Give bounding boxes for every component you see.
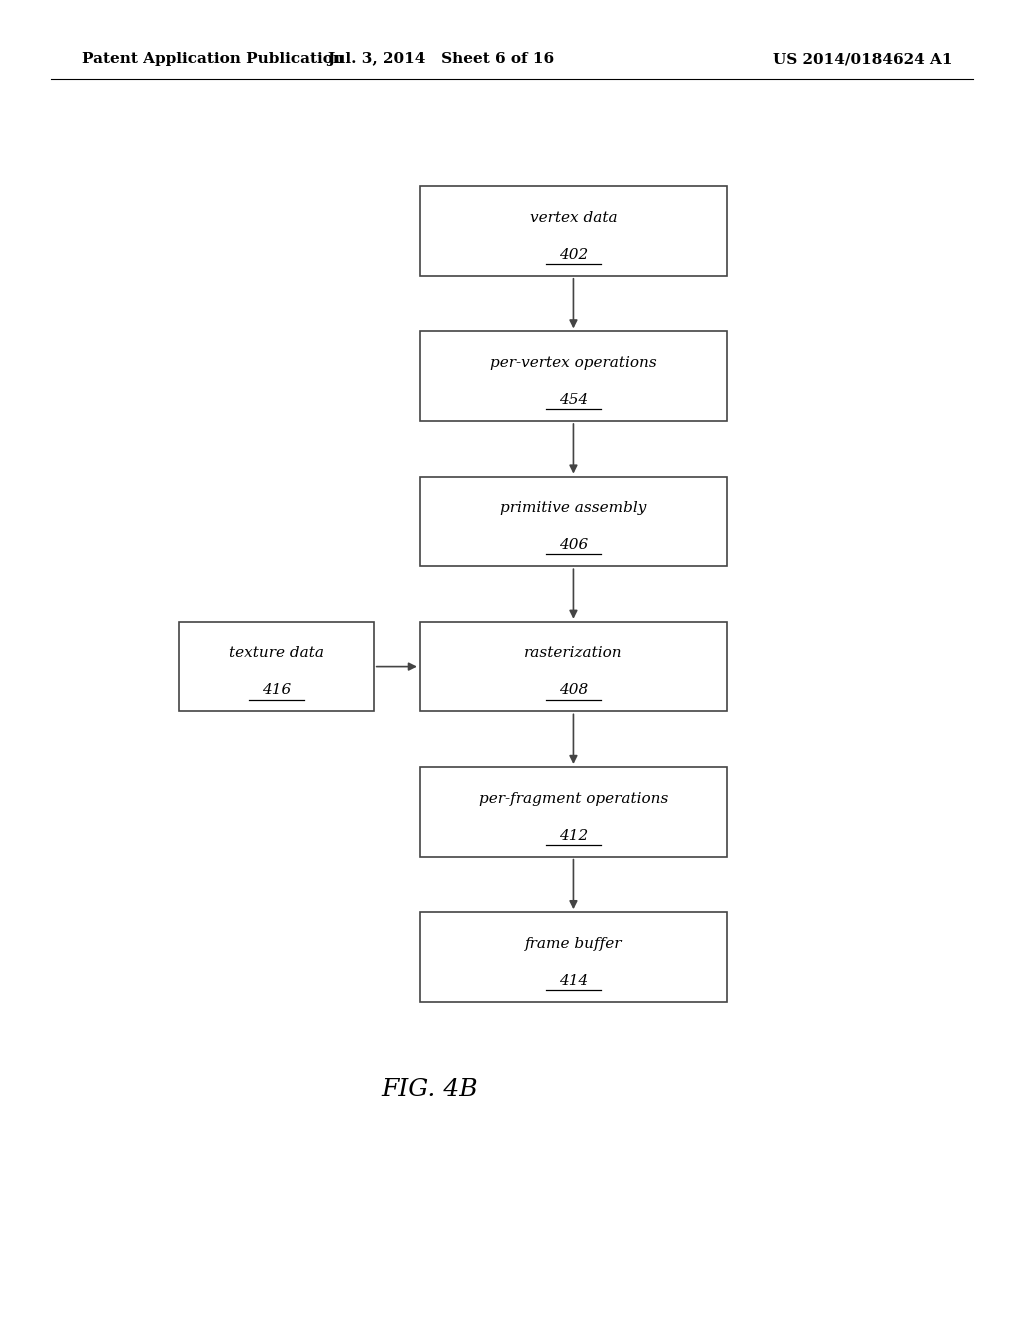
Text: 414: 414 — [559, 974, 588, 987]
Text: 454: 454 — [559, 393, 588, 407]
Text: per-fragment operations: per-fragment operations — [479, 792, 668, 805]
Text: texture data: texture data — [229, 647, 324, 660]
Text: vertex data: vertex data — [529, 211, 617, 224]
Text: 412: 412 — [559, 829, 588, 842]
FancyBboxPatch shape — [420, 767, 727, 857]
Text: 402: 402 — [559, 248, 588, 261]
Text: frame buffer: frame buffer — [524, 937, 623, 950]
Text: primitive assembly: primitive assembly — [501, 502, 646, 515]
Text: 408: 408 — [559, 684, 588, 697]
FancyBboxPatch shape — [420, 912, 727, 1002]
Text: 416: 416 — [262, 684, 291, 697]
FancyBboxPatch shape — [420, 622, 727, 711]
Text: Jul. 3, 2014   Sheet 6 of 16: Jul. 3, 2014 Sheet 6 of 16 — [327, 53, 554, 66]
Text: 406: 406 — [559, 539, 588, 552]
Text: rasterization: rasterization — [524, 647, 623, 660]
FancyBboxPatch shape — [420, 477, 727, 566]
Text: US 2014/0184624 A1: US 2014/0184624 A1 — [773, 53, 952, 66]
FancyBboxPatch shape — [420, 186, 727, 276]
Text: FIG. 4B: FIG. 4B — [382, 1077, 478, 1101]
FancyBboxPatch shape — [179, 622, 374, 711]
Text: per-vertex operations: per-vertex operations — [490, 356, 656, 370]
Text: Patent Application Publication: Patent Application Publication — [82, 53, 344, 66]
FancyBboxPatch shape — [420, 331, 727, 421]
